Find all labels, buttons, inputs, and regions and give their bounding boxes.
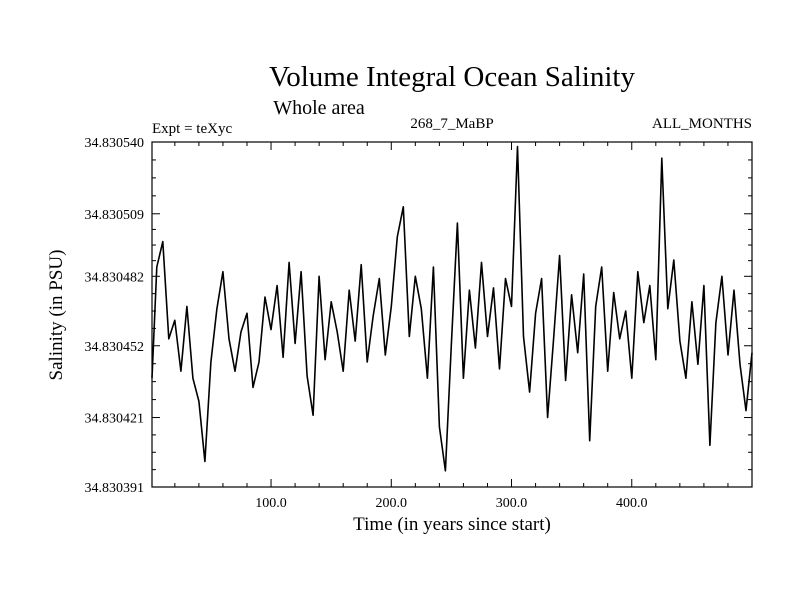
- chart-subtitle: Whole area: [273, 97, 365, 119]
- y-tick-label: 34.830509: [85, 208, 145, 223]
- annotation-center: 268_7_MaBP: [410, 116, 493, 132]
- y-axis-label: Salinity (in PSU): [46, 250, 67, 381]
- y-tick-label: 34.830452: [85, 340, 145, 355]
- y-axis: 34.830391 34.830421 34.830452 34.830482 34.8…: [85, 136, 752, 496]
- x-tick-label: 300.0: [496, 496, 528, 511]
- y-tick-label: 34.830391: [85, 481, 145, 496]
- chart-title: Volume Integral Ocean Salinity: [269, 61, 635, 93]
- x-axis: 100.0 200.0 300.0 400.0: [174, 142, 729, 511]
- y-tick-label: 34.830482: [85, 270, 145, 285]
- x-tick-label: 200.0: [376, 496, 408, 511]
- annotation-left: Expt = teXyc: [152, 121, 232, 137]
- annotation-right: ALL_MONTHS: [652, 116, 752, 132]
- series-line-salinity: [151, 145, 753, 472]
- y-tick-label: 34.830540: [85, 136, 145, 151]
- y-tick-label: 34.830421: [85, 412, 145, 427]
- x-tick-label: 100.0: [255, 496, 287, 511]
- x-tick-label: 400.0: [616, 496, 648, 511]
- plot-frame: [151, 141, 753, 488]
- x-axis-label: Time (in years since start): [353, 514, 551, 535]
